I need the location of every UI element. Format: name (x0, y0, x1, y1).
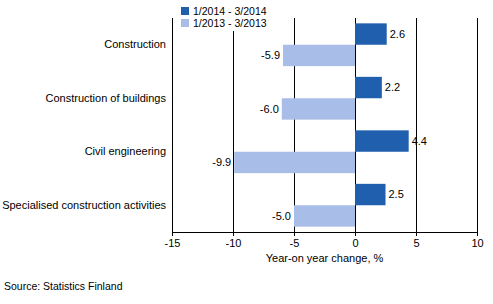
category-label: Specialised construction activities (2, 199, 166, 211)
tick-label: 0 (352, 237, 358, 249)
bar (355, 77, 382, 98)
tick-label: 10 (471, 237, 483, 249)
data-label: 2.5 (389, 188, 404, 200)
x-axis: -15 -10 -5 0 5 10 (165, 232, 484, 249)
data-labels: 2.6 2.2 4.4 2.5 -5.9 -6.0 -9.9 -5.0 (212, 28, 427, 222)
tick-label: -5 (290, 237, 300, 249)
tick: Civil engineering (85, 145, 172, 157)
data-label: 2.6 (390, 28, 405, 40)
tick-mark (233, 232, 234, 236)
y-axis: Construction Construction of buildings Civ… (2, 19, 172, 233)
data-label: -6.0 (260, 103, 279, 115)
annotation: Source: Statistics Finland (4, 280, 123, 292)
category-label: Construction (104, 38, 166, 50)
category-label: Construction of buildings (46, 92, 167, 104)
grid (172, 18, 477, 232)
axis-line (173, 233, 478, 237)
data-label: -5.9 (261, 49, 280, 61)
data-label: 4.4 (412, 135, 427, 147)
tick: 0 (352, 232, 358, 249)
legend-swatch (181, 19, 189, 27)
tick-label: -10 (226, 237, 242, 249)
grid-line (477, 18, 478, 232)
tick-mark (172, 232, 173, 236)
chart: 2.6 2.2 4.4 2.5 -5.9 -6.0 -9.9 -5.0 -15 -10 -5 0 5 10… (0, 0, 493, 304)
tick-mark (294, 232, 295, 236)
bar (355, 184, 386, 205)
grid-line (172, 18, 173, 232)
grid-line (233, 18, 234, 232)
bar (355, 23, 387, 44)
tick: -10 (226, 232, 242, 249)
axis-line (172, 19, 173, 233)
bars (234, 23, 408, 226)
tick: 5 (413, 232, 419, 249)
data-label: -5.0 (272, 210, 291, 222)
tick-mark (477, 232, 478, 236)
tick: Construction of buildings (46, 92, 172, 104)
data-label: -9.9 (212, 156, 231, 168)
tick: Specialised construction activities (2, 199, 172, 211)
bar (234, 152, 355, 173)
legend-label: 1/2013 - 3/2013 (193, 17, 267, 29)
tick: 10 (471, 232, 483, 249)
tick-label: 5 (413, 237, 419, 249)
tick-mark (416, 232, 417, 236)
bar (283, 45, 355, 66)
axis-title: Year-on year change, % (266, 252, 384, 264)
tick: -5 (290, 232, 300, 249)
tick-mark (355, 232, 356, 236)
tick-label: -15 (165, 237, 181, 249)
bar (355, 130, 409, 151)
bar (294, 205, 355, 226)
tick: -15 (165, 232, 181, 249)
legend-label: 1/2014 - 3/2014 (193, 5, 267, 17)
grid-line (416, 18, 417, 232)
category-label: Civil engineering (85, 145, 166, 157)
bar (282, 98, 355, 119)
legend: 1/2014 - 3/20141/2013 - 3/2013 (178, 3, 282, 31)
tick: Construction (104, 38, 172, 50)
data-label: 2.2 (385, 81, 400, 93)
legend-swatch (181, 7, 189, 15)
legend-background (178, 3, 282, 31)
